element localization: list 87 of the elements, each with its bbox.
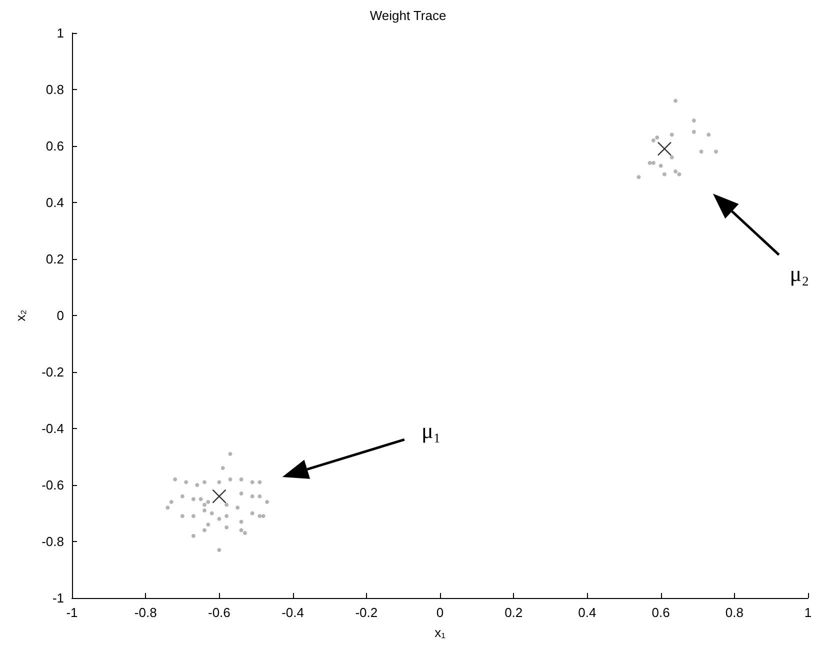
point	[714, 150, 718, 154]
point	[239, 528, 244, 532]
point	[250, 480, 254, 484]
point	[670, 132, 674, 137]
point	[217, 516, 222, 521]
y-tick-label: 0.6	[46, 138, 64, 154]
x-tick-label: -0.8	[134, 605, 157, 620]
y-tick-label: -0.2	[42, 364, 64, 380]
point	[706, 132, 711, 137]
point	[217, 548, 222, 552]
point	[202, 508, 206, 512]
point	[239, 491, 244, 496]
x-tick-label: 0.4	[578, 605, 596, 620]
point	[166, 506, 170, 510]
point	[206, 522, 210, 527]
point	[662, 172, 666, 176]
point	[265, 500, 270, 504]
point	[655, 136, 660, 140]
x-tick-label: -0.6	[208, 605, 230, 620]
point	[217, 480, 222, 484]
point	[191, 497, 196, 502]
point	[202, 480, 206, 484]
point	[184, 480, 188, 484]
point	[173, 477, 178, 482]
y-tick-label: -0.6	[42, 478, 64, 492]
y-tick-label: 0.2	[46, 252, 64, 266]
point	[239, 520, 244, 524]
point	[699, 150, 704, 154]
point	[224, 514, 229, 518]
x-axis-title: x₁	[434, 625, 446, 640]
point	[195, 483, 200, 487]
point	[169, 500, 174, 504]
x-tick-label: 0	[436, 605, 444, 620]
point	[677, 172, 682, 176]
point	[658, 164, 663, 168]
y-tick-label: 1	[56, 26, 64, 40]
point	[636, 175, 641, 180]
point	[228, 452, 232, 456]
x-tick-label: -0.4	[282, 605, 304, 620]
point	[224, 525, 229, 530]
point	[674, 169, 678, 174]
chart-title: Weight Trace	[370, 8, 446, 23]
y-tick-label: 0.4	[46, 195, 64, 210]
point	[224, 502, 229, 507]
annotation: μ₂	[790, 260, 810, 287]
y-tick-label: -1	[52, 590, 64, 606]
point	[674, 98, 678, 103]
point	[651, 160, 656, 165]
y-tick-label: -0.8	[42, 534, 64, 549]
x-tick-label: -0.2	[355, 605, 378, 620]
point	[180, 514, 184, 518]
point	[258, 514, 262, 518]
point	[198, 497, 203, 502]
point	[250, 494, 254, 498]
point	[202, 502, 206, 507]
point	[180, 494, 184, 498]
point	[191, 514, 196, 518]
point	[212, 489, 226, 504]
point	[236, 506, 240, 510]
point	[692, 130, 696, 134]
point	[648, 160, 652, 165]
point	[657, 142, 672, 156]
point	[206, 500, 210, 504]
point	[258, 494, 262, 498]
y-tick-label: -0.4	[42, 421, 64, 436]
x-tick-label: 0.8	[725, 605, 744, 620]
annotation: μ₁	[421, 418, 441, 444]
y-tick-label: 0.8	[46, 82, 64, 97]
y-axis-title: x₂	[13, 310, 28, 322]
point	[261, 514, 266, 518]
x-tick-label: 0.6	[652, 605, 670, 620]
point	[250, 511, 254, 516]
y-tick-label: 0	[56, 308, 64, 323]
point	[239, 477, 244, 482]
point	[692, 118, 696, 123]
x-tick-label: 0.2	[504, 605, 523, 620]
point	[258, 480, 262, 484]
point	[202, 528, 206, 532]
x-tick-label: -1	[66, 605, 78, 620]
point	[228, 477, 232, 482]
point	[651, 138, 656, 142]
point	[220, 466, 225, 470]
point	[210, 511, 214, 516]
point	[191, 534, 196, 538]
x-tick-label: 1	[804, 605, 812, 620]
point	[670, 155, 674, 160]
point	[242, 531, 247, 536]
